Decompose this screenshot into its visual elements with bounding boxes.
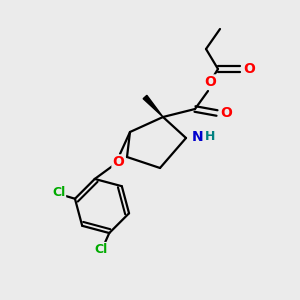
Text: H: H xyxy=(205,130,215,143)
Text: Cl: Cl xyxy=(94,242,108,256)
Polygon shape xyxy=(143,95,163,117)
Text: O: O xyxy=(220,106,232,120)
Text: Cl: Cl xyxy=(52,186,66,199)
Text: O: O xyxy=(243,62,255,76)
Text: N: N xyxy=(192,130,204,144)
Text: O: O xyxy=(204,75,216,89)
Text: O: O xyxy=(112,155,124,169)
